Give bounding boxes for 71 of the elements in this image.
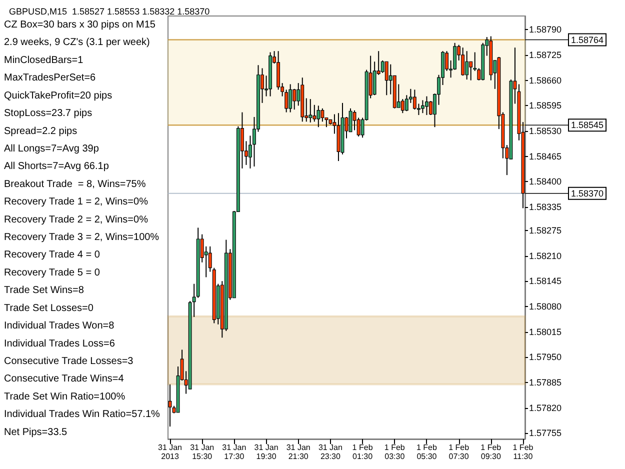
text: Trade Set Win Ratio=100% (4, 391, 126, 402)
text: MinClosedBars=1 (4, 54, 84, 66)
x-tick-label: 31 Jan 15:30 (190, 443, 214, 461)
text: All Shorts=7=Avg 66.1p (4, 161, 110, 172)
candlestick (316, 105, 320, 128)
candlestick (168, 384, 172, 428)
y-tick-label: 1.57755 (529, 428, 562, 438)
ref-line-label: 1.58764 (571, 34, 604, 45)
x-tick-label: 31 Jan 17:30 (222, 443, 246, 461)
text: Spread=2.2 pips (4, 126, 78, 137)
text: Individual Trades Won=8 (4, 320, 115, 332)
text: Recovery Trade 3 = 2, Wins=100% (4, 232, 160, 243)
text: Net Pips=33.5 (4, 426, 68, 438)
y-tick-label: 1.58335 (529, 202, 562, 212)
ref-line-label: 1.58545 (571, 120, 604, 130)
y-tick-label: 1.58660 (529, 75, 562, 86)
text: Individual Trades Loss=6 (4, 338, 116, 350)
y-tick-label: 1.58790 (529, 24, 562, 35)
y-tick-label: 1.58080 (529, 301, 562, 312)
x-tick-label: 1 Feb 03:30 (384, 443, 406, 461)
y-tick-label: 1.58725 (529, 50, 562, 60)
y-tick-label: 1.57950 (529, 352, 562, 362)
y-tick-label: 1.58145 (529, 276, 562, 286)
candlestick (384, 61, 388, 96)
y-tick-label: 1.57885 (529, 377, 562, 388)
text: CZ Box=30 bars x 30 pips on M15 (4, 20, 156, 30)
candlestick (421, 100, 424, 114)
text: Individual Trades Win Ratio=57.1% (4, 409, 160, 420)
y-tick-label: 1.58210 (529, 250, 562, 261)
x-tick-label: 31 Jan 2013 (158, 443, 182, 461)
text: All Longs=7=Avg 39p (4, 143, 100, 154)
candlestick (469, 61, 473, 81)
text: 2.9 weeks, 9 CZ's (3.1 per week) (4, 37, 150, 48)
x-tick-label: 1 Feb 07:30 (448, 443, 470, 461)
text: Recovery Trade 2 = 2, Wins=0% (4, 214, 148, 226)
y-tick-label: 1.58530 (529, 126, 562, 136)
x-tick-label: 1 Feb 01:30 (352, 443, 374, 461)
x-tick-label: 31 Jan 19:30 (254, 443, 278, 461)
text: Breakout Trade = 8, Wins=75% (4, 178, 146, 190)
y-tick-label: 1.58400 (529, 176, 562, 187)
ref-line-label: 1.58370 (571, 188, 604, 198)
text: MaxTradesPerSet=6 (4, 72, 96, 84)
candlestick (465, 50, 469, 80)
candlestick (320, 108, 324, 122)
y-tick-label: 1.58015 (529, 326, 562, 337)
y-tick-label: 1.58275 (529, 225, 562, 236)
y-tick-label: 1.57820 (529, 402, 562, 413)
text: Recovery Trade 5 = 0 (4, 267, 100, 278)
candlestick (288, 84, 292, 113)
x-tick-label: 31 Jan 23:30 (318, 443, 342, 461)
candlestick (400, 98, 404, 114)
candlestick (461, 47, 465, 76)
x-tick-label: 1 Feb 05:30 (416, 443, 438, 461)
candlestick (308, 98, 312, 123)
text: QuickTakeProfit=20 pips (4, 90, 112, 102)
text: Consecutive Trade Losses=3 (4, 356, 134, 367)
text: Trade Set Losses=0 (4, 302, 94, 314)
x-tick-label: 1 Feb 09:30 (480, 443, 502, 461)
x-tick-label: 1 Feb 11:30 (512, 443, 534, 461)
text: StopLoss=23.7 pips (4, 108, 92, 120)
text: Trade Set Wins=8 (4, 285, 84, 296)
chart-title: GBPUSD,M15 1.58527 1.58553 1.58332 1.58370 (9, 6, 210, 16)
y-tick-label: 1.58595 (529, 100, 562, 111)
text: Recovery Trade 4 = 0 (4, 250, 100, 261)
candlestick (292, 88, 296, 110)
y-tick-label: 1.58465 (529, 151, 562, 162)
candlestick (425, 96, 428, 116)
text: Consecutive Trade Wins=4 (4, 374, 124, 385)
candlestick (208, 246, 212, 272)
x-tick-label: 31 Jan 21:30 (286, 443, 310, 461)
text: Recovery Trade 1 = 2, Wins=0% (4, 196, 148, 208)
